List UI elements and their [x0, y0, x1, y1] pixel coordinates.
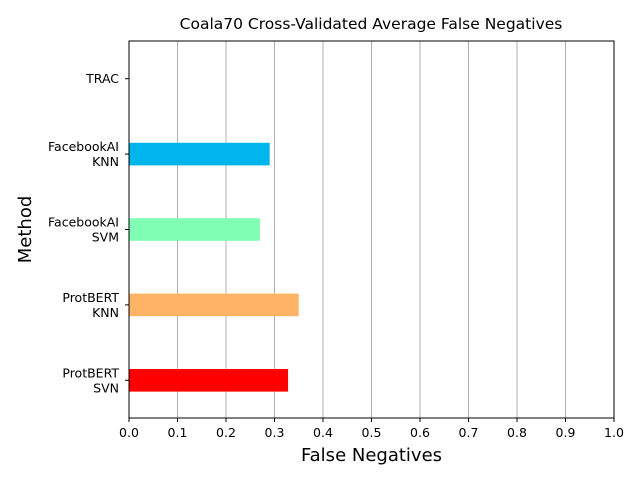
chart-title: Coala70 Cross-Validated Average False Ne…: [180, 15, 563, 33]
y-tick-label-line: ProtBERT: [62, 290, 119, 305]
x-tick-label: 0.8: [507, 425, 527, 440]
y-axis-title: Method: [15, 196, 36, 264]
y-tick-label-line: ProtBERT: [62, 365, 119, 380]
y-tick-label-line: SVM: [92, 230, 119, 245]
y-tick-label: ProtBERT KNN: [62, 290, 119, 320]
plot-frame: [128, 40, 615, 419]
bar: [129, 293, 299, 317]
y-tick-label-line: FacebookAI: [48, 215, 119, 230]
y-tick-label-line: SVN: [93, 380, 119, 395]
x-tick-label: 0.3: [265, 425, 285, 440]
y-tick-label-line: TRAC: [85, 71, 119, 86]
bar: [129, 218, 260, 241]
x-tick-label: 0.7: [459, 425, 479, 440]
x-tick-label: 0.4: [313, 425, 333, 440]
x-axis-ticks: 0.0 0.1 0.2 0.3 0.4 0.5 0.6 0.7 0.8 0.9 1.0: [119, 418, 624, 440]
x-tick-label: 1.0: [604, 425, 624, 440]
bars: [129, 142, 299, 392]
y-tick-label: ProtBERT SVN: [62, 365, 119, 395]
x-tick-label: 0.6: [410, 425, 430, 440]
y-tick-label-line: KNN: [92, 305, 119, 320]
x-tick-label: 0.0: [119, 425, 139, 440]
x-tick-label: 0.1: [168, 425, 188, 440]
bar: [129, 368, 289, 392]
x-tick-label: 0.5: [362, 425, 382, 440]
x-axis-title: False Negatives: [301, 445, 442, 466]
bar: [129, 142, 270, 166]
y-tick-label-line: FacebookAI: [48, 139, 119, 154]
x-tick-label: 0.2: [216, 425, 236, 440]
y-tick-label: FacebookAI KNN: [48, 139, 119, 169]
y-tick-label: FacebookAI SVM: [48, 215, 119, 245]
x-tick-label: 0.9: [556, 425, 576, 440]
y-tick-label-line: KNN: [92, 154, 119, 169]
y-tick-label: TRAC: [85, 71, 119, 86]
